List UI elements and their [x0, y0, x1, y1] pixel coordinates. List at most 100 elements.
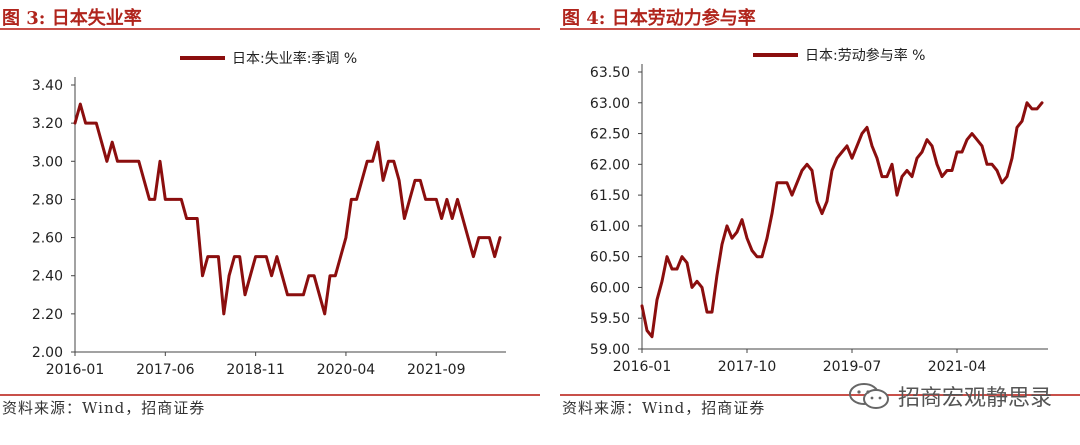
data-point [795, 181, 799, 184]
y-tick-label: 2.00 [32, 345, 63, 361]
y-tick-label: 61.50 [590, 188, 630, 204]
data-point [403, 217, 406, 220]
data-point [296, 293, 300, 296]
data-point [805, 163, 809, 166]
data-point [482, 236, 486, 239]
data-point [211, 255, 215, 258]
data-point [815, 200, 819, 203]
data-point [870, 144, 874, 148]
data-point [498, 236, 502, 239]
data-point [960, 150, 964, 154]
data-point [408, 198, 411, 201]
y-tick-label: 3.20 [32, 116, 63, 132]
data-point [73, 121, 77, 125]
data-point [350, 198, 353, 201]
data-point [456, 198, 459, 201]
y-tick-label: 60.00 [590, 280, 630, 296]
figure-label: 图 3: [2, 8, 46, 29]
data-point [121, 160, 125, 163]
data-point [1020, 120, 1024, 123]
data-point [970, 132, 974, 135]
data-point [148, 198, 151, 201]
data-point [1025, 101, 1029, 104]
data-point [820, 212, 824, 215]
data-point [750, 249, 754, 252]
y-tick-label: 63.50 [590, 65, 630, 81]
data-point [84, 121, 87, 125]
source-divider [560, 394, 1080, 396]
figure-title-text: 日本失业率 [51, 8, 142, 29]
data-point [905, 169, 909, 172]
data-point [201, 274, 204, 277]
data-point [1000, 181, 1004, 184]
y-tick-label: 61.00 [590, 219, 630, 235]
data-point [810, 169, 814, 172]
data-point [174, 198, 178, 201]
data-point [461, 217, 465, 220]
watermark: 招商宏观静思录 [848, 380, 1052, 412]
data-point [850, 156, 854, 160]
watermark-text: 招商宏观静思录 [897, 386, 1052, 411]
data-point [158, 160, 162, 163]
data-point [334, 274, 337, 277]
data-point [259, 255, 263, 258]
x-tick-label: 2016-01 [46, 362, 105, 378]
data-point [725, 224, 729, 228]
source-note: 资料来源：Wind，招商证券 [2, 399, 206, 417]
data-point [695, 280, 699, 283]
data-point [650, 335, 654, 338]
data-point [1040, 101, 1044, 104]
data-point [243, 293, 247, 296]
data-point [280, 274, 284, 277]
data-point [413, 179, 417, 182]
y-tick-label: 2.20 [32, 307, 63, 323]
y-tick-label: 2.80 [32, 192, 63, 208]
data-point [206, 255, 210, 258]
data-point [376, 141, 380, 144]
data-point [980, 144, 984, 148]
data-point [371, 160, 374, 163]
data-point [137, 160, 140, 163]
data-point [1030, 107, 1034, 111]
source-divider [0, 394, 540, 396]
data-point [930, 144, 934, 148]
data-point [665, 255, 669, 258]
source-note: 资料来源：Wind，招商证券 [562, 399, 766, 417]
data-point [254, 255, 257, 258]
data-point [132, 160, 135, 163]
data-point [275, 255, 279, 258]
data-point [885, 175, 889, 178]
data-point [233, 255, 236, 258]
data-point [790, 193, 794, 197]
x-tick-label: 2019-07 [823, 359, 882, 375]
data-point [126, 160, 130, 163]
data-point [195, 217, 199, 220]
data-point [740, 218, 744, 221]
data-point [705, 310, 709, 314]
data-point [730, 237, 734, 240]
data-point [735, 230, 739, 234]
title-divider [560, 28, 1080, 30]
x-tick-label: 2017-10 [718, 359, 777, 375]
data-point [450, 217, 454, 220]
data-point [164, 198, 167, 201]
data-point [1010, 156, 1014, 160]
figure-title: 图 4: 日本劳动力参与率 [562, 4, 756, 30]
data-point [680, 255, 684, 258]
data-point [985, 163, 989, 166]
data-point [770, 212, 774, 215]
data-point [995, 169, 999, 172]
data-point [95, 121, 98, 125]
y-tick-label: 3.00 [32, 154, 63, 170]
data-point [302, 293, 305, 296]
data-point [79, 102, 82, 106]
data-point [339, 255, 342, 258]
data-point [392, 160, 395, 163]
data-point [760, 255, 764, 258]
data-point [323, 312, 326, 316]
data-point [655, 298, 659, 301]
unemployment-line-chart: 日本:失业率:季调 % 3.40 3.20 3.00 2.80 2.60 2.40 2.20 2… [32, 50, 506, 378]
data-point [755, 255, 759, 258]
data-point [1035, 107, 1039, 111]
x-tick-label: 2021-04 [928, 359, 987, 375]
